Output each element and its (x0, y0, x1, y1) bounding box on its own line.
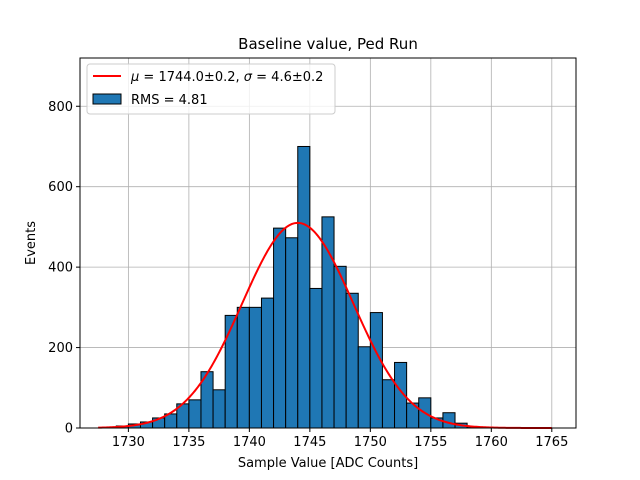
histogram-bar (212, 389, 226, 429)
histogram-bar (248, 306, 262, 429)
legend-fit-label: μ = 1744.0±0.2, σ = 4.6±0.2 (130, 70, 323, 85)
legend-box (86, 63, 336, 115)
legend-fit-mu-symbol: μ (130, 70, 139, 85)
chart-title: Baseline value, Ped Run (238, 35, 418, 53)
x-axis-label: Sample Value [ADC Counts] (238, 456, 418, 471)
histogram-bar (381, 379, 396, 429)
histogram-bar (285, 237, 299, 429)
histogram-bar (224, 314, 238, 429)
histogram-bar (369, 312, 383, 429)
histogram-bar (297, 145, 311, 429)
x-axis-ticks: 1730 1735 1740 1745 1750 1755 1760 1765 (112, 428, 568, 450)
histogram-bars (115, 145, 480, 429)
x-tick-label: 1750 (354, 435, 387, 450)
legend-hist-swatch (92, 93, 122, 105)
y-tick-label: 600 (48, 180, 73, 195)
gaussian-fit-curve (98, 221, 552, 429)
y-axis-label: Events (24, 221, 39, 265)
x-tick-label: 1735 (172, 435, 205, 450)
plot-frame (79, 57, 577, 429)
legend-fit-mu-value: = 1744.0±0.2, (139, 70, 243, 85)
y-axis-ticks: 0 200 400 600 800 (48, 100, 80, 437)
y-tick-label: 200 (48, 341, 73, 356)
y-tick-label: 800 (48, 100, 73, 115)
legend-hist-label: RMS = 4.81 (131, 93, 208, 108)
x-tick-label: 1740 (233, 435, 266, 450)
histogram-bar (309, 287, 323, 429)
legend: μ = 1744.0±0.2, σ = 4.6±0.2 RMS = 4.81 (86, 63, 336, 115)
histogram-bar (321, 216, 335, 429)
legend-fit-sigma-symbol: σ (244, 70, 253, 85)
histogram-bar (345, 292, 359, 429)
legend-fit-sigma-value: = 4.6±0.2 (252, 70, 323, 85)
x-tick-label: 1760 (475, 435, 508, 450)
histogram-bar (260, 297, 275, 429)
x-tick-label: 1730 (112, 435, 145, 450)
histogram-bar (188, 399, 202, 429)
histogram-bar (442, 412, 456, 429)
y-tick-label: 0 (65, 422, 73, 437)
histogram-bar (333, 265, 347, 429)
histogram-bar (357, 346, 371, 429)
y-tick-label: 400 (48, 261, 73, 276)
histogram-bar (236, 306, 250, 429)
x-tick-label: 1755 (414, 435, 447, 450)
x-tick-label: 1745 (293, 435, 326, 450)
histogram-bar (273, 227, 287, 429)
x-tick-label: 1765 (535, 435, 568, 450)
